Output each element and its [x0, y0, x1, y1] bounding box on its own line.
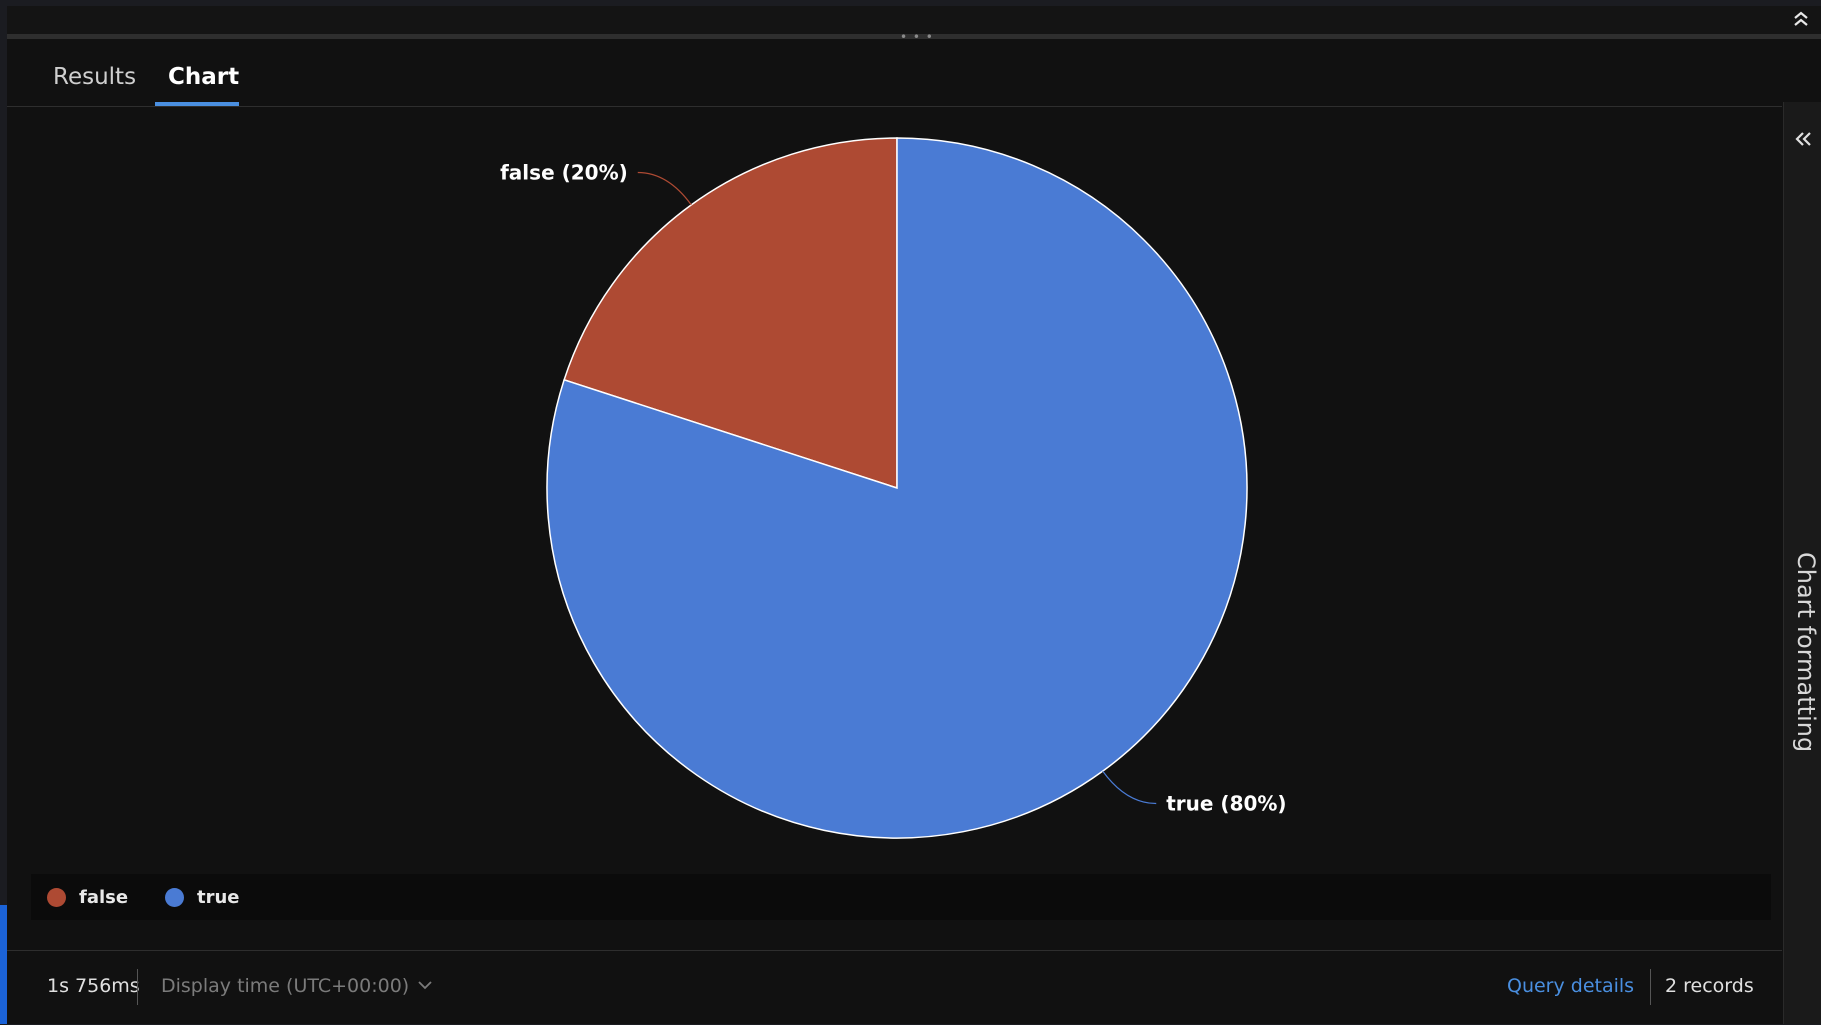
result-tabs: Results Chart	[7, 46, 1782, 107]
query-results-pane: • • • Results Chart false (20%) true (80%…	[7, 6, 1821, 1024]
pane-splitter[interactable]	[7, 34, 1821, 39]
chevron-down-icon[interactable]	[417, 979, 433, 991]
chart-formatting-label[interactable]: Chart formatting	[1792, 552, 1820, 753]
chart-legend: false true	[31, 874, 1771, 920]
splitter-grip-icon[interactable]: • • •	[900, 30, 934, 44]
left-accent-bar	[0, 905, 7, 1024]
slice-label-false: false (20%)	[500, 160, 628, 184]
slice-label-true: true (80%)	[1166, 792, 1286, 816]
legend-label-true: true	[197, 886, 240, 908]
pie-chart: false (20%) true (80%)	[500, 137, 1287, 839]
legend-item-true[interactable]: true	[165, 874, 240, 920]
record-count: 2 records	[1665, 975, 1754, 997]
legend-item-false[interactable]: false	[47, 874, 128, 920]
double-chevron-left-icon[interactable]	[1794, 130, 1812, 148]
legend-dot-false	[47, 887, 66, 907]
top-strip	[7, 6, 1821, 34]
display-time-dropdown[interactable]: Display time (UTC+00:00)	[161, 975, 410, 997]
status-separator	[1650, 969, 1651, 1005]
pie-slice-false[interactable]	[563, 137, 898, 490]
chart-formatting-panel[interactable]: Chart formatting	[1783, 102, 1821, 1024]
status-separator	[137, 969, 138, 1005]
leader-line-false	[637, 171, 692, 206]
legend-dot-true	[165, 887, 184, 907]
legend-label-false: false	[79, 886, 129, 908]
tab-chart[interactable]: Chart	[168, 64, 240, 90]
pie-slice-true[interactable]	[546, 137, 1248, 839]
leader-line-true	[1102, 770, 1157, 805]
query-details-link[interactable]: Query details	[1507, 975, 1635, 997]
status-bar: 1s 756ms Display time (UTC+00:00) Query …	[7, 950, 1782, 1025]
double-chevron-up-icon[interactable]	[1790, 8, 1812, 30]
tab-results[interactable]: Results	[53, 64, 137, 90]
active-tab-indicator	[155, 102, 239, 106]
query-duration: 1s 756ms	[47, 975, 140, 997]
